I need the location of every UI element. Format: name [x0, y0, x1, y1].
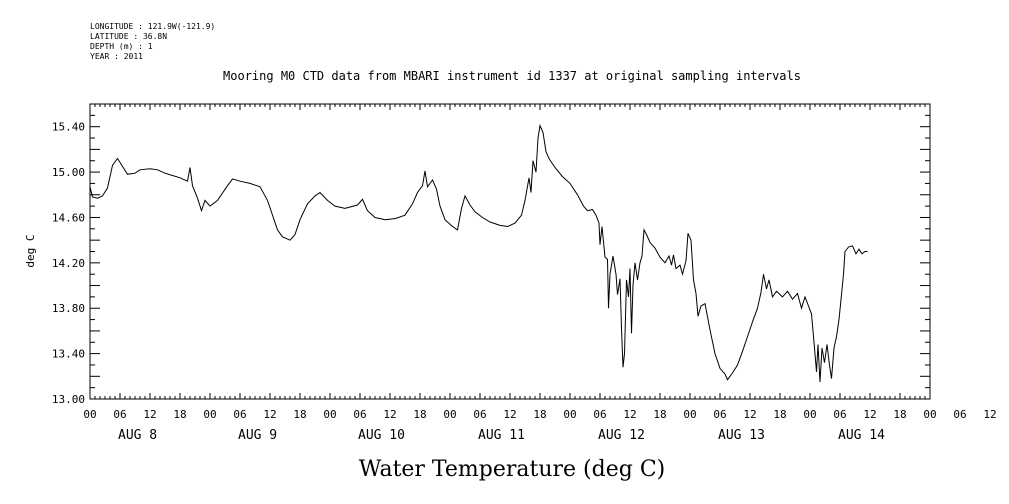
y-tick-label: 15.00 — [52, 166, 85, 179]
x-tick-label: 00 — [923, 408, 936, 421]
x-tick-label: 12 — [143, 408, 156, 421]
x-tick-label: 12 — [743, 408, 756, 421]
x-tick-label: 06 — [353, 408, 366, 421]
plot-frame — [89, 103, 931, 400]
x-axis-label: Water Temperature (deg C) — [359, 457, 666, 482]
x-tick-label: 12 — [503, 408, 516, 421]
y-tick-label: 13.00 — [52, 393, 85, 406]
x-tick-label: 12 — [623, 408, 636, 421]
y-tick-label: 13.40 — [52, 348, 85, 361]
x-tick-label: 00 — [443, 408, 456, 421]
x-tick-label: 06 — [113, 408, 126, 421]
x-tick-label: 18 — [413, 408, 426, 421]
x-tick-label: 12 — [983, 408, 996, 421]
y-tick-label: 15.40 — [52, 121, 85, 134]
x-tick-label: 00 — [803, 408, 816, 421]
x-tick-label: 00 — [323, 408, 336, 421]
x-tick-label: 06 — [473, 408, 486, 421]
day-label: AUG 10 — [358, 428, 405, 443]
y-axis-label: deg C — [24, 234, 37, 267]
x-tick-label: 18 — [293, 408, 306, 421]
chart-title: Mooring M0 CTD data from MBARI instrumen… — [223, 69, 801, 83]
x-tick-label: 00 — [563, 408, 576, 421]
latitude-text: LATITUDE : 36.8N — [90, 32, 168, 41]
x-tick-label: 12 — [383, 408, 396, 421]
x-tick-label: 00 — [203, 408, 216, 421]
x-tick-label: 00 — [83, 408, 96, 421]
x-tick-label: 18 — [773, 408, 786, 421]
x-tick-label: 06 — [953, 408, 966, 421]
y-tick-label: 14.60 — [52, 211, 85, 224]
x-tick-label: 12 — [863, 408, 876, 421]
day-label: AUG 12 — [598, 428, 645, 443]
y-tick-label: 14.20 — [52, 257, 85, 270]
x-tick-label: 00 — [683, 408, 696, 421]
longitude-text: LONGITUDE : 121.9W(-121.9) — [90, 22, 216, 31]
x-tick-label: 06 — [713, 408, 726, 421]
day-label: AUG 9 — [238, 428, 277, 443]
day-label: AUG 8 — [118, 428, 157, 443]
series-line — [89, 123, 868, 383]
metadata-block: LONGITUDE : 121.9W(-121.9) LATITUDE : 36… — [90, 22, 215, 62]
x-tick-label: 06 — [833, 408, 846, 421]
day-labels: AUG 8 AUG 9 AUG 10 AUG 11 AUG 12 AUG 13 AUG 14 — [118, 428, 885, 443]
x-tick-label: 18 — [533, 408, 546, 421]
day-label: AUG 13 — [718, 428, 765, 443]
x-tick-label: 18 — [893, 408, 906, 421]
day-label: AUG 11 — [478, 428, 525, 443]
x-tick-label: 06 — [593, 408, 606, 421]
y-tick-label: 13.80 — [52, 302, 85, 315]
x-tick-label: 12 — [263, 408, 276, 421]
y-tick-labels: 13.00 13.40 13.80 14.20 14.60 15.00 15.40 — [52, 121, 85, 406]
axis-ticks — [89, 103, 931, 400]
x-tick-label: 18 — [653, 408, 666, 421]
x-tick-labels: 00 06 12 18 00 06 12 18 00 06 12 18 00 06 12 18 00 06 12 18… — [83, 408, 996, 421]
depth-text: DEPTH (m) : 1 — [90, 42, 153, 51]
year-text: YEAR : 2011 — [90, 52, 143, 61]
day-label: AUG 14 — [838, 428, 885, 443]
x-tick-label: 06 — [233, 408, 246, 421]
x-tick-label: 18 — [173, 408, 186, 421]
